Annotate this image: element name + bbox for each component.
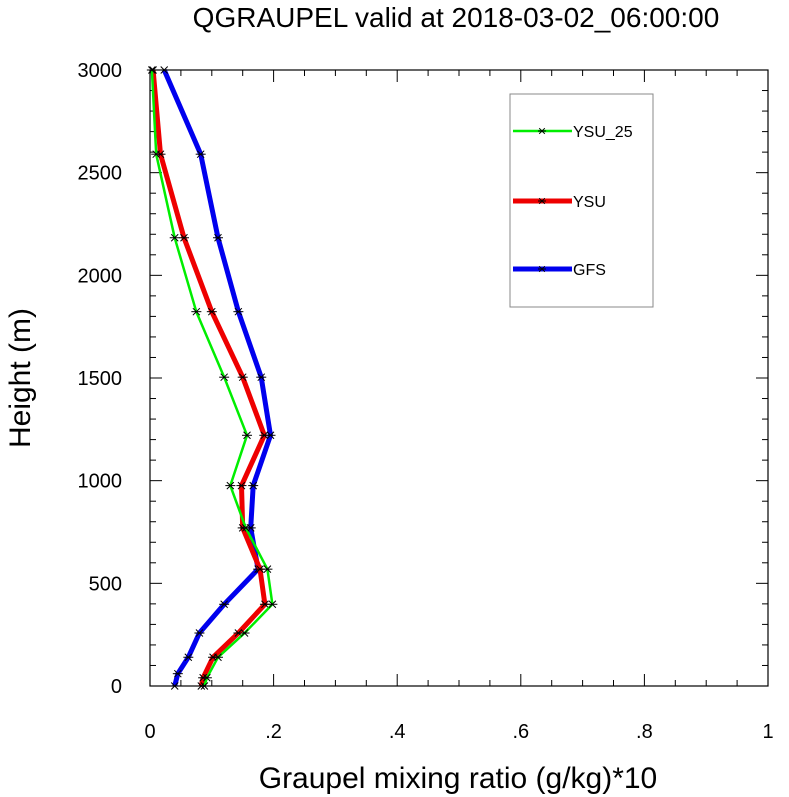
x-axis-label: Graupel mixing ratio (g/kg)*10 — [259, 762, 658, 795]
legend-label-ysu: YSU — [573, 194, 606, 211]
legend-marker-ysu — [538, 197, 546, 205]
data-point-ysu-25 — [239, 629, 250, 637]
x-tick-label: 0 — [144, 721, 155, 743]
series-line-gfs — [161, 69, 273, 687]
y-tick-label: 3000 — [78, 60, 123, 82]
y-tick-label: 2000 — [78, 265, 123, 287]
data-point-ysu-25 — [151, 150, 162, 159]
data-point-gfs — [172, 669, 183, 678]
data-point-gfs — [256, 373, 267, 382]
data-point-ysu-25 — [212, 653, 223, 662]
data-point-ysu-25 — [240, 524, 251, 532]
y-tick-label: 500 — [89, 573, 122, 595]
data-point-gfs — [233, 307, 244, 316]
y-axis-label: Height (m) — [4, 308, 37, 448]
data-point-ysu — [237, 373, 248, 382]
x-tick-label: 1 — [762, 721, 773, 743]
data-point-ysu-25 — [219, 373, 230, 382]
data-point-ysu-25 — [267, 600, 278, 609]
legend: YSU_25 YSU GFS — [509, 93, 654, 308]
data-point-ysu-25 — [191, 307, 202, 316]
legend-marker-gfs — [538, 265, 546, 273]
x-tick-label: .2 — [265, 721, 282, 743]
data-point-ysu-25 — [242, 431, 253, 440]
data-point-ysu-25 — [225, 481, 236, 490]
data-point-ysu-25 — [169, 233, 180, 242]
data-point-gfs — [195, 150, 206, 159]
x-tick-label: .8 — [636, 721, 653, 743]
data-point-gfs — [248, 481, 259, 490]
data-point-gfs — [194, 629, 205, 637]
data-point-gfs — [212, 233, 223, 242]
y-tick-label: 0 — [111, 676, 122, 698]
legend-label-gfs: GFS — [573, 262, 606, 279]
y-tick-label: 2500 — [78, 163, 123, 185]
data-point-ysu — [206, 307, 217, 316]
data-point-ysu — [178, 233, 189, 242]
data-point-gfs — [219, 600, 230, 609]
series-line-ysu — [150, 69, 268, 687]
legend-marker-ysu-25 — [538, 127, 546, 135]
data-point-ysu-25 — [262, 565, 273, 574]
data-point-ysu — [236, 481, 247, 490]
legend-label-ysu-25: YSU_25 — [573, 124, 633, 141]
series-lines — [146, 66, 278, 690]
y-tick-label: 1500 — [78, 368, 123, 390]
plot-frame — [149, 69, 769, 687]
tick-labels: 0 .2 .4 .6 .8 1 0 500 1000 1500 2000 2500 3000 — [78, 60, 774, 743]
x-tick-label: .6 — [512, 721, 529, 743]
data-point-ysu-25 — [201, 673, 212, 682]
y-tick-label: 1000 — [78, 471, 123, 493]
data-point-gfs — [183, 653, 194, 662]
chart-title: QGRAUPEL valid at 2018-03-02_06:00:00 — [193, 2, 720, 33]
data-point-ysu — [259, 431, 270, 440]
x-tick-label: .4 — [389, 721, 406, 743]
series-line-ysu-25 — [150, 69, 274, 687]
